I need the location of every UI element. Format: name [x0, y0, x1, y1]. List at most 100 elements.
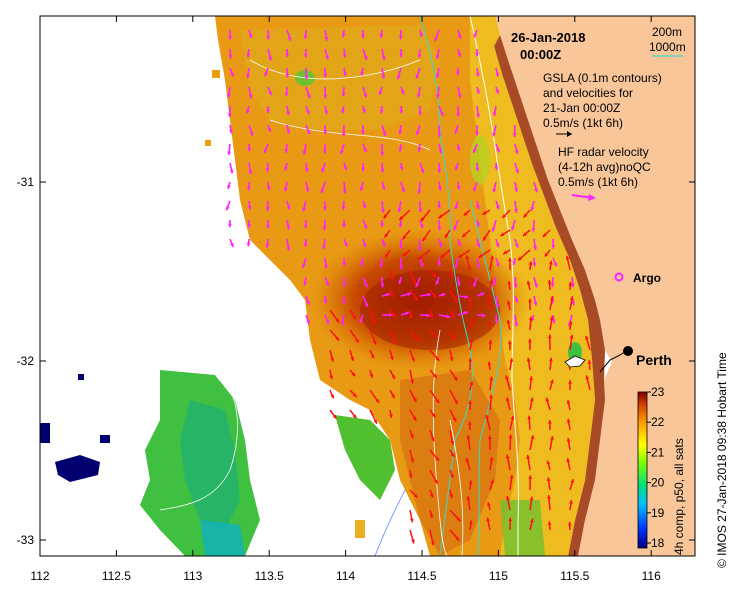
- velocity-arrowhead: [533, 301, 538, 306]
- velocity-arrowhead: [340, 150, 344, 155]
- velocity-arrowhead: [449, 494, 454, 499]
- velocity-arrowhead: [464, 311, 468, 315]
- velocity-arrowhead: [492, 188, 497, 193]
- velocity-arrowhead: [489, 376, 494, 381]
- velocity-arrowhead: [381, 185, 386, 190]
- velocity-arrowhead: [429, 493, 434, 498]
- velocity-arrowhead: [415, 283, 420, 288]
- velocity-arrowhead: [324, 36, 329, 41]
- velocity-arrowhead: [265, 207, 270, 211]
- velocity-arrowhead: [438, 243, 443, 248]
- velocity-arrowhead: [401, 188, 405, 193]
- velocity-arrowhead: [412, 280, 417, 285]
- velocity-arrowhead: [528, 298, 532, 303]
- velocity-arrowhead: [398, 35, 403, 40]
- velocity-arrowhead: [227, 113, 232, 118]
- velocity-arrowhead: [430, 541, 435, 546]
- velocity-arrowhead: [246, 186, 251, 191]
- velocity-arrowhead: [399, 265, 404, 270]
- velocity-arrowhead: [323, 299, 328, 304]
- velocity-arrowhead: [568, 380, 572, 384]
- gsla-line4: 0.5m/s (1kt 6h): [543, 116, 623, 130]
- velocity-arrowhead: [454, 166, 459, 171]
- velocity-arrowhead: [568, 281, 573, 286]
- velocity-arrowhead: [496, 205, 500, 210]
- velocity-arrowhead: [381, 74, 386, 79]
- velocity-arrowhead: [546, 460, 551, 465]
- velocity-arrowhead: [514, 209, 518, 213]
- velocity-arrowhead: [414, 296, 418, 301]
- swan-river: [599, 351, 626, 373]
- velocity-arrowhead: [487, 435, 492, 439]
- velocity-arrowhead: [410, 434, 414, 439]
- velocity-arrowhead: [480, 292, 485, 297]
- velocity-arrowhead: [402, 235, 407, 240]
- plot-frame: [39, 15, 696, 557]
- velocity-arrowhead: [565, 255, 570, 260]
- velocity-arrowhead: [553, 262, 558, 267]
- velocity-arrowhead: [409, 314, 413, 319]
- velocity-arrowhead: [363, 224, 368, 229]
- velocity-arrowhead: [547, 420, 552, 424]
- velocity-arrowhead: [457, 242, 462, 247]
- velocity-arrowhead: [426, 313, 430, 318]
- velocity-arrowhead: [528, 475, 533, 479]
- legend-1000m-label: 1000m: [649, 40, 686, 54]
- velocity-arrowhead: [227, 223, 232, 228]
- velocity-arrowhead: [410, 458, 415, 463]
- velocity-arrowhead: [375, 398, 379, 403]
- velocity-arrowhead: [330, 394, 334, 399]
- velocity-arrowhead: [398, 223, 403, 228]
- gsla-scale-arrowhead: [567, 131, 572, 137]
- velocity-arrowhead: [478, 254, 483, 258]
- velocity-arrowhead: [494, 166, 499, 171]
- velocity-arrowhead: [360, 71, 365, 76]
- velocity-arrowhead: [494, 319, 499, 324]
- velocity-arrowhead: [399, 109, 404, 114]
- velocity-arrowhead: [506, 496, 510, 500]
- velocity-arrowhead: [547, 495, 551, 499]
- perth-coast-detail: [564, 355, 586, 368]
- velocity-arrowhead: [363, 56, 368, 60]
- velocity-arrowhead: [411, 539, 415, 544]
- velocity-arrowhead: [457, 34, 462, 39]
- x-tick-label: 116: [642, 569, 661, 583]
- velocity-arrowhead: [323, 73, 328, 78]
- gsla-line2: and velocities for: [543, 86, 633, 100]
- velocity-arrowhead: [248, 170, 253, 175]
- velocity-arrowhead: [450, 474, 454, 478]
- velocity-arrowhead: [386, 292, 390, 297]
- velocity-arrowhead: [284, 187, 288, 192]
- sst-pixel: [205, 140, 211, 146]
- velocity-arrowhead: [391, 313, 396, 318]
- velocity-arrowhead: [500, 232, 505, 236]
- velocity-arrowhead: [551, 245, 556, 249]
- cool-water-core: [180, 400, 240, 530]
- velocity-arrowhead: [547, 279, 552, 284]
- velocity-arrowhead: [322, 207, 327, 211]
- velocity-arrowhead: [453, 226, 457, 231]
- velocity-arrowhead: [513, 284, 518, 288]
- velocity-arrowhead: [325, 281, 329, 286]
- velocity-arrowhead: [383, 214, 388, 219]
- velocity-arrowhead: [385, 253, 389, 258]
- velocity-arrowhead: [335, 336, 340, 341]
- velocity-arrowhead: [475, 72, 480, 77]
- velocity-arrowhead: [325, 320, 330, 325]
- velocity-arrowhead: [456, 282, 461, 286]
- velocity-arrowhead: [420, 169, 425, 174]
- velocity-arrowhead: [380, 283, 385, 288]
- velocity-arrowhead: [482, 313, 486, 318]
- velocity-arrowhead: [392, 340, 397, 345]
- velocity-arrowhead: [306, 320, 310, 324]
- velocity-arrowhead: [454, 205, 459, 210]
- velocity-arrowhead: [507, 340, 512, 345]
- velocity-arrowhead: [509, 474, 514, 479]
- southern-orange-lobe: [400, 370, 500, 556]
- cold-patch: [40, 423, 50, 443]
- velocity-arrowhead: [566, 458, 571, 463]
- velocity-arrowhead: [407, 292, 412, 297]
- velocity-arrowhead: [402, 252, 407, 257]
- velocity-arrowhead: [399, 53, 404, 58]
